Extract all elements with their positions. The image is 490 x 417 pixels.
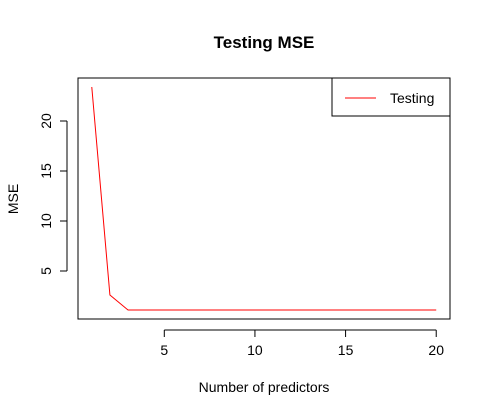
x-tick-label: 20 bbox=[428, 342, 444, 358]
x-tick-label: 5 bbox=[160, 342, 168, 358]
y-tick-label: 10 bbox=[38, 213, 54, 229]
x-tick-label: 10 bbox=[247, 342, 263, 358]
plot-frame bbox=[77, 77, 451, 320]
legend-box bbox=[331, 77, 451, 117]
x-tick-label: 15 bbox=[338, 342, 354, 358]
series-layer bbox=[91, 86, 437, 311]
y-tick-label: 5 bbox=[38, 267, 54, 275]
x-axis-label: Number of predictors bbox=[199, 379, 330, 395]
legend: Testing bbox=[331, 77, 451, 117]
y-tick-label: 15 bbox=[38, 163, 54, 179]
series-line-testing bbox=[91, 86, 437, 311]
y-tick-label: 20 bbox=[38, 113, 54, 129]
y-axis-label: MSE bbox=[5, 184, 21, 214]
x-axis: 5 10 15 20 bbox=[160, 329, 444, 358]
y-axis: 5 10 15 20 bbox=[38, 113, 68, 275]
legend-label-testing: Testing bbox=[390, 90, 434, 106]
chart-title: Testing MSE bbox=[214, 33, 315, 52]
